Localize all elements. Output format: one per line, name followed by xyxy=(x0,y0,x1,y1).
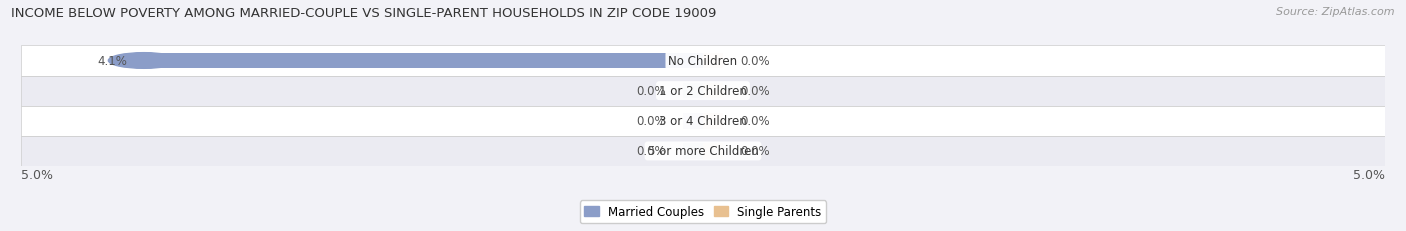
Text: 5 or more Children: 5 or more Children xyxy=(648,145,758,158)
Text: 5.0%: 5.0% xyxy=(21,168,53,181)
Text: No Children: No Children xyxy=(668,55,738,68)
Bar xyxy=(703,113,724,129)
Text: 0.0%: 0.0% xyxy=(637,85,666,98)
FancyBboxPatch shape xyxy=(21,106,1385,136)
Text: Source: ZipAtlas.com: Source: ZipAtlas.com xyxy=(1277,7,1395,17)
Legend: Married Couples, Single Parents: Married Couples, Single Parents xyxy=(579,201,827,223)
FancyBboxPatch shape xyxy=(21,46,1385,76)
Bar xyxy=(703,53,724,69)
Text: 0.0%: 0.0% xyxy=(637,115,666,128)
Text: 0.0%: 0.0% xyxy=(637,145,666,158)
FancyBboxPatch shape xyxy=(21,76,1385,106)
Bar xyxy=(682,113,703,129)
Text: 1 or 2 Children: 1 or 2 Children xyxy=(659,85,747,98)
Bar xyxy=(703,143,724,159)
Text: 0.0%: 0.0% xyxy=(740,55,769,68)
Circle shape xyxy=(108,53,180,69)
Bar xyxy=(703,83,724,99)
Text: 0.0%: 0.0% xyxy=(740,85,769,98)
Text: 0.0%: 0.0% xyxy=(740,145,769,158)
Text: 5.0%: 5.0% xyxy=(1353,168,1385,181)
Text: 0.0%: 0.0% xyxy=(740,115,769,128)
Bar xyxy=(682,143,703,159)
Text: INCOME BELOW POVERTY AMONG MARRIED-COUPLE VS SINGLE-PARENT HOUSEHOLDS IN ZIP COD: INCOME BELOW POVERTY AMONG MARRIED-COUPL… xyxy=(11,7,717,20)
Text: 4.1%: 4.1% xyxy=(97,55,128,68)
FancyBboxPatch shape xyxy=(21,136,1385,166)
Bar xyxy=(143,53,703,69)
Bar xyxy=(682,83,703,99)
Text: 3 or 4 Children: 3 or 4 Children xyxy=(659,115,747,128)
